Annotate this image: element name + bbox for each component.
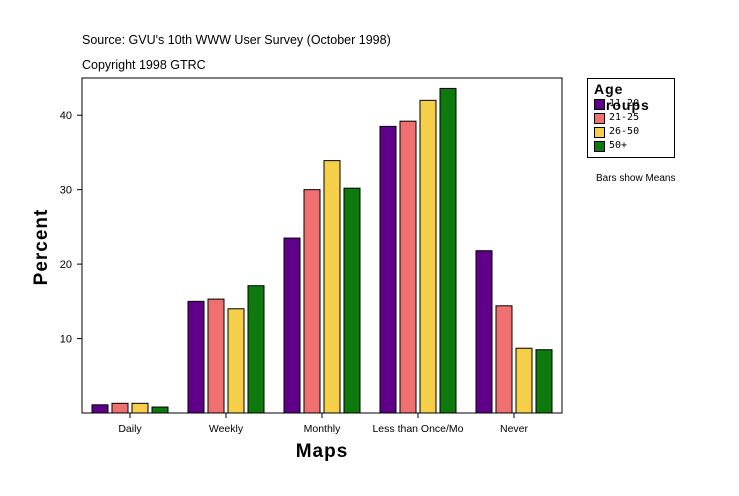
bar-11-20-weekly	[187, 300, 205, 414]
bar-26-50-daily	[131, 402, 149, 414]
bar-26-50-weekly	[227, 308, 245, 414]
legend-label: 21-25	[609, 112, 640, 123]
copyright-line: Copyright 1998 GTRC	[82, 58, 206, 72]
bars-show-means-note: Bars show Means	[596, 173, 676, 184]
bar-26-50-less-than-once-mo	[419, 99, 437, 414]
bar-50-plus-less-than-once-mo	[439, 87, 457, 414]
bar-26-50-monthly	[323, 160, 341, 414]
legend-swatch	[594, 99, 605, 110]
legend: Age Groups 11-20 21-25 26-50 50+	[587, 78, 675, 158]
x-tick-label: Less than Once/Mo	[372, 423, 463, 435]
y-tick-label: 20	[60, 259, 72, 271]
bar-26-50-never	[515, 347, 533, 414]
legend-label: 50+	[609, 140, 628, 151]
x-tick-label: Daily	[118, 423, 142, 435]
bar-50-plus-never	[535, 349, 553, 414]
y-tick-label: 10	[60, 334, 72, 346]
legend-title: Age Groups	[594, 81, 650, 113]
legend-swatch	[594, 141, 605, 152]
bar-11-20-monthly	[283, 237, 301, 414]
legend-swatch	[594, 113, 605, 124]
y-tick-label: 30	[60, 185, 72, 197]
bar-50-plus-daily	[151, 406, 169, 414]
x-tick-label: Monthly	[304, 423, 342, 435]
bar-21-25-weekly	[207, 298, 225, 414]
bar-21-25-less-than-once-mo	[399, 120, 417, 414]
source-line: Source: GVU's 10th WWW User Survey (Octo…	[82, 33, 391, 47]
x-tick-label: Never	[500, 423, 529, 435]
bar-21-25-monthly	[303, 189, 321, 414]
legend-label: 26-50	[609, 126, 640, 137]
bar-50-plus-weekly	[247, 285, 265, 414]
bar-21-25-daily	[111, 402, 129, 414]
legend-swatch	[594, 127, 605, 138]
bar-21-25-never	[495, 305, 513, 414]
bar-50-plus-monthly	[343, 187, 361, 414]
x-axis-title: Maps	[296, 441, 349, 462]
legend-label: 11-20	[609, 98, 640, 109]
bar-11-20-less-than-once-mo	[379, 125, 397, 414]
bar-11-20-never	[475, 250, 493, 414]
y-axis-title: Percent	[31, 209, 52, 286]
bar-11-20-daily	[91, 404, 109, 414]
y-tick-label: 40	[60, 110, 72, 122]
x-tick-label: Weekly	[209, 423, 244, 435]
